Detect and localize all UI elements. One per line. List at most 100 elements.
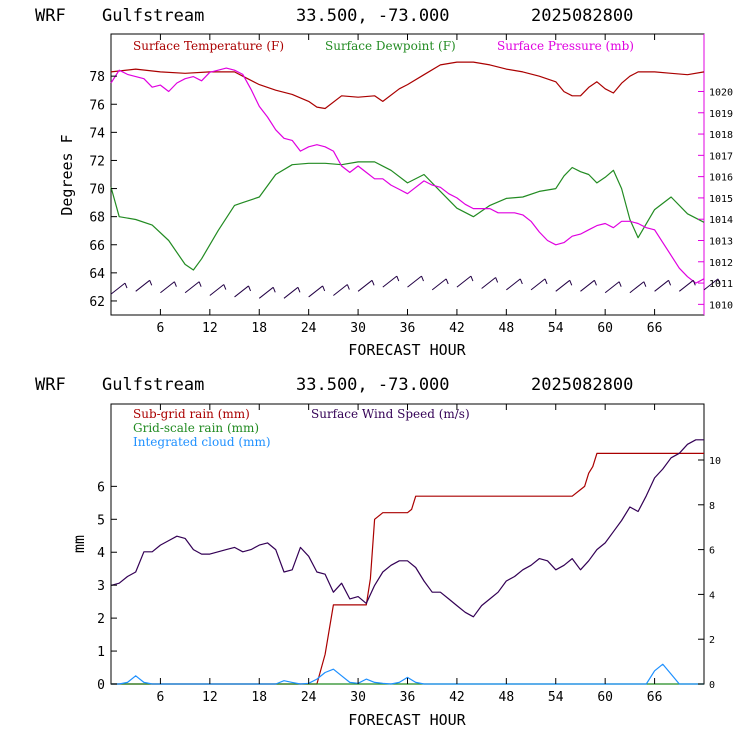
x-tick-label: 24 <box>301 690 317 705</box>
y-tick-label: 5 <box>97 513 105 528</box>
x-tick-label: 54 <box>548 321 564 336</box>
wind-barb <box>481 277 496 289</box>
chart1-model: WRF <box>35 6 66 26</box>
x-tick-label: 42 <box>449 321 465 336</box>
x-tick-label: 60 <box>597 690 613 705</box>
wind-barb <box>234 285 249 298</box>
wind-barb-flag <box>272 287 276 293</box>
wind-barb <box>308 285 323 298</box>
y2-tick-label: 6 <box>709 546 715 557</box>
wind-barb <box>456 275 472 288</box>
y-tick-label: 72 <box>89 154 105 169</box>
wind-barb-flag <box>692 280 696 286</box>
wind-barb <box>110 282 126 295</box>
surface-dewpoint-f-line <box>110 161 705 271</box>
wind-barb <box>160 281 175 294</box>
y2-tick-label: 1019 <box>709 109 733 120</box>
y2-tick-label: 1016 <box>709 173 733 184</box>
wind-barb-flag <box>668 280 672 286</box>
chart2-date: 2025082800 <box>531 375 633 395</box>
wind-barb <box>629 281 645 294</box>
wind-barb <box>506 278 521 291</box>
y2-tick-label: 10 <box>709 456 721 467</box>
y2-tick-label: 1015 <box>709 194 733 205</box>
wind-barb <box>209 284 225 296</box>
y2-tick-label: 2 <box>709 635 715 646</box>
wind-barb <box>604 281 620 294</box>
wind-barb-flag <box>544 278 548 285</box>
x-tick-label: 36 <box>400 690 416 705</box>
wind-barb-flag <box>124 282 128 289</box>
wind-barb-flag <box>445 278 449 285</box>
chart2-header: WRF Gulfstream 33.500, -73.000 202508280… <box>35 375 633 395</box>
x-tick-label: 18 <box>251 321 267 336</box>
legend-gridscale-rain: Grid-scale rain (mm) <box>133 421 259 435</box>
x-tick-label: 60 <box>597 321 613 336</box>
y2-tick-label: 1010 <box>709 300 733 311</box>
x-tick-label: 36 <box>400 321 416 336</box>
y2-tick-label: 8 <box>709 501 715 512</box>
wind-barb <box>654 279 669 292</box>
y2-tick-label: 1018 <box>709 130 733 141</box>
wind-barb-flag <box>297 287 301 293</box>
y2-tick-label: 4 <box>709 590 715 601</box>
wind-barb <box>678 279 694 292</box>
y2-tick-label: 1017 <box>709 151 733 162</box>
chart1-legend: Surface Temperature (F) Surface Dewpoint… <box>133 39 634 53</box>
y-tick-label: 78 <box>89 70 105 85</box>
surface-wind-speed-m-s-line <box>110 439 704 618</box>
wind-barb <box>431 278 447 291</box>
x-tick-label: 12 <box>202 690 218 705</box>
chart2-domain: Gulfstream <box>102 375 204 395</box>
y-tick-label: 62 <box>89 295 105 310</box>
wind-barb-flag <box>643 281 647 287</box>
y2-tick-label: 1014 <box>709 215 733 226</box>
chart1-date: 2025082800 <box>531 6 633 26</box>
y-tick-label: 6 <box>97 480 105 495</box>
x-tick-label: 6 <box>157 690 165 705</box>
x-tick-label: 54 <box>548 690 564 705</box>
y-tick-label: 2 <box>97 612 105 627</box>
wind-barb <box>530 278 546 291</box>
wind-barb <box>283 286 299 299</box>
chart2-ylabel: mm <box>70 535 88 553</box>
y2-tick-label: 1013 <box>709 236 733 247</box>
legend-surface-wind-speed: Surface Wind Speed (m/s) <box>311 407 470 421</box>
chart1-coords: 33.500, -73.000 <box>296 6 450 26</box>
y-tick-label: 66 <box>89 239 105 254</box>
wind-barb-flag <box>223 284 227 290</box>
chart1-header: WRF Gulfstream 33.500, -73.000 202508280… <box>35 6 633 26</box>
chart2-marks <box>110 439 704 685</box>
legend-subgrid-rain: Sub-grid rain (mm) <box>133 407 250 421</box>
y2-tick-label: 1011 <box>709 279 733 290</box>
chart2-xlabel: FORECAST HOUR <box>348 711 466 729</box>
chart1-ticks: 6 12 18 24 30 36 42 48 54 60 66 62 64 66 68 70 72 74 76 78 1… <box>89 34 733 336</box>
wind-barb <box>258 286 274 299</box>
wind-barb-flag <box>519 278 523 285</box>
wind-barb-flag <box>371 280 375 286</box>
y-tick-label: 3 <box>97 579 105 594</box>
wind-barb-flag <box>470 275 474 282</box>
x-tick-label: 30 <box>350 321 366 336</box>
wind-barb-flag <box>717 278 721 285</box>
x-tick-label: 6 <box>157 321 165 336</box>
x-tick-label: 66 <box>647 321 663 336</box>
wind-barb <box>407 275 422 288</box>
chart1-marks <box>110 61 721 299</box>
wind-barb-flag <box>593 280 597 286</box>
legend-integrated-cloud: Integrated cloud (mm) <box>133 435 271 449</box>
wind-barb <box>580 279 595 292</box>
y-tick-label: 76 <box>89 98 105 113</box>
wind-barb-flag <box>421 275 424 282</box>
x-tick-label: 30 <box>350 690 366 705</box>
wind-barb <box>135 279 151 292</box>
wind-barb-flag <box>173 281 177 287</box>
wind-barb <box>184 281 200 294</box>
x-tick-label: 66 <box>647 690 663 705</box>
wind-barb <box>555 279 571 292</box>
wind-barb <box>382 275 398 288</box>
wind-barb <box>357 279 373 292</box>
y-tick-label: 68 <box>89 211 105 226</box>
